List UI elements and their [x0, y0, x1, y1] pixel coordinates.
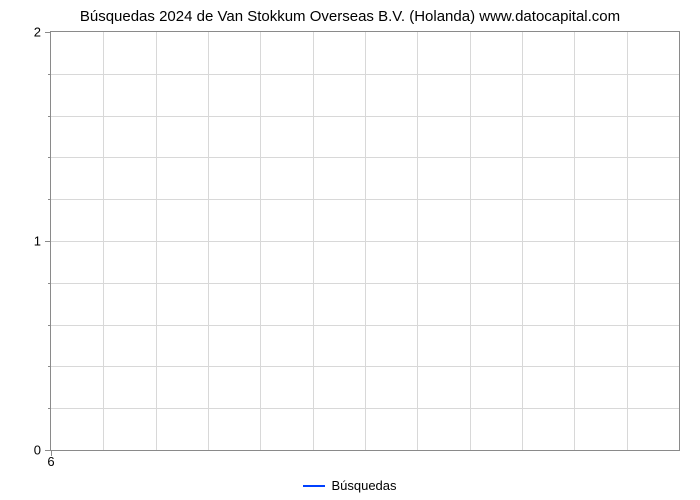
grid-line-horizontal [51, 325, 679, 326]
grid-line-horizontal [51, 74, 679, 75]
grid-line-horizontal [51, 366, 679, 367]
y-tick-label: 1 [34, 234, 41, 249]
grid-line-horizontal [51, 116, 679, 117]
legend-label: Búsquedas [331, 478, 396, 493]
grid-line-horizontal [51, 283, 679, 284]
plot-area: 0126 [50, 31, 680, 451]
y-minor-tick-mark [48, 116, 51, 117]
grid-line-horizontal [51, 199, 679, 200]
y-minor-tick-mark [48, 157, 51, 158]
grid-line-horizontal [51, 408, 679, 409]
plot-wrap: 0126 [50, 31, 680, 451]
x-tick-label: 6 [47, 454, 54, 469]
y-minor-tick-mark [48, 325, 51, 326]
y-minor-tick-mark [48, 408, 51, 409]
legend: Búsquedas [0, 477, 700, 493]
grid-line-horizontal [51, 241, 679, 242]
y-tick-label: 0 [34, 443, 41, 458]
y-minor-tick-mark [48, 283, 51, 284]
y-minor-tick-mark [48, 366, 51, 367]
chart-title: Búsquedas 2024 de Van Stokkum Overseas B… [0, 8, 700, 25]
y-minor-tick-mark [48, 74, 51, 75]
y-tick-mark [45, 32, 51, 33]
chart-container: Búsquedas 2024 de Van Stokkum Overseas B… [0, 8, 700, 498]
legend-line [303, 485, 325, 487]
y-tick-mark [45, 241, 51, 242]
grid-line-horizontal [51, 157, 679, 158]
x-tick-mark [51, 450, 52, 456]
y-tick-label: 2 [34, 25, 41, 40]
y-minor-tick-mark [48, 199, 51, 200]
